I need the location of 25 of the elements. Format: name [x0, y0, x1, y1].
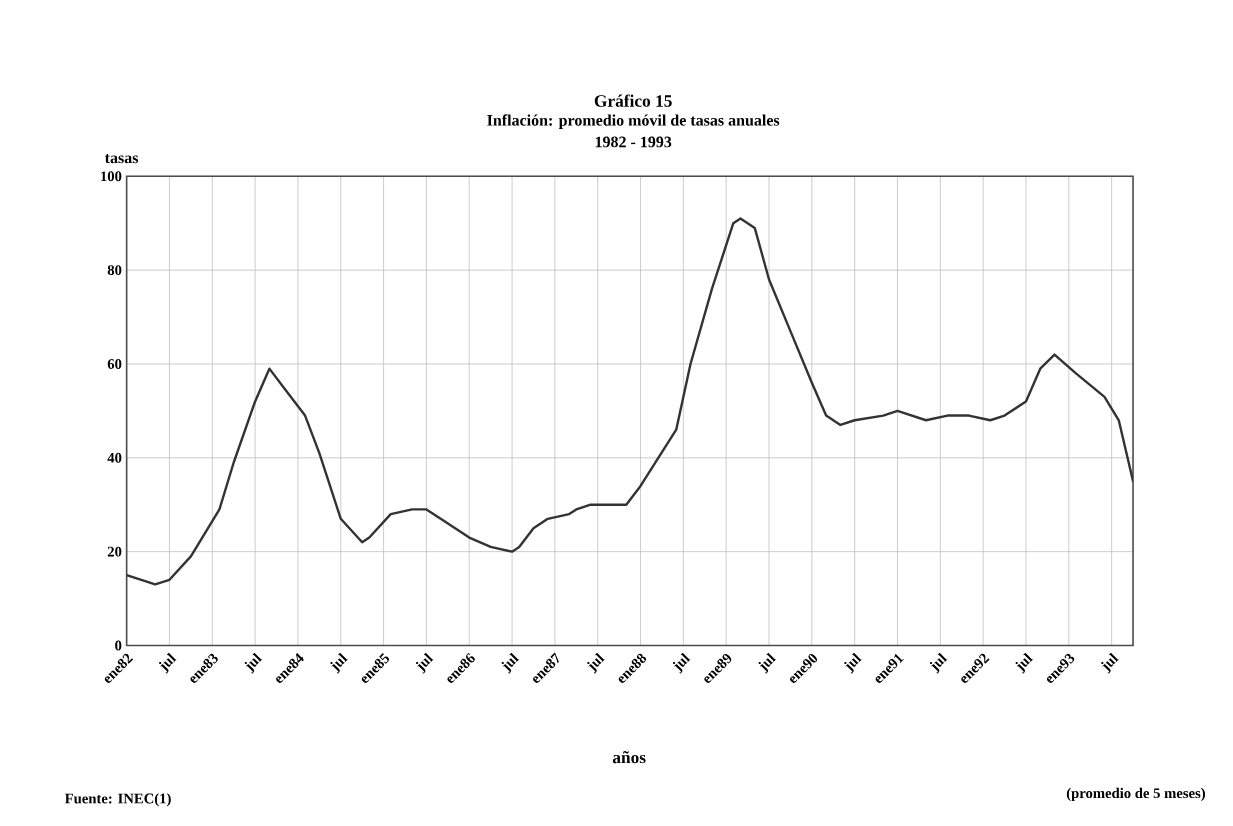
x-axis-title: años: [612, 750, 646, 764]
x-tick-label: jul: [844, 652, 862, 674]
x-tick-label: jul: [159, 652, 177, 674]
x-tick-label: jul: [1101, 652, 1119, 674]
x-tick-label: jul: [929, 652, 948, 674]
y-tick-label: 20: [107, 546, 122, 557]
x-tick-label: jul: [587, 652, 605, 674]
text: 1982 - 1993: [595, 136, 672, 148]
x-tick-label: jul: [758, 652, 777, 674]
chart-title: Gráfico 15: [594, 94, 672, 107]
x-tick-label: jul: [672, 652, 691, 674]
y-tick-label: 40: [107, 452, 122, 463]
y-tick-label: 0: [115, 640, 122, 651]
x-tick-label: jul: [501, 652, 520, 674]
y-tick-label: 60: [107, 358, 122, 369]
x-tick-label: jul: [330, 652, 348, 674]
source-note: Fuente: INEC(1): [64, 792, 171, 807]
x-tick-label: jul: [1015, 652, 1033, 674]
y-tick-label: 100: [101, 171, 122, 181]
y-axis-title: tasas: [104, 153, 139, 163]
chart-subtitle: Inflación: promedio móvil de tasas anuales: [487, 114, 780, 129]
x-tick-label: jul: [244, 652, 263, 674]
text: (promedio de 5 meses): [1066, 787, 1205, 801]
y-tick-label: 80: [107, 264, 122, 275]
x-tick-label: jul: [416, 652, 434, 674]
